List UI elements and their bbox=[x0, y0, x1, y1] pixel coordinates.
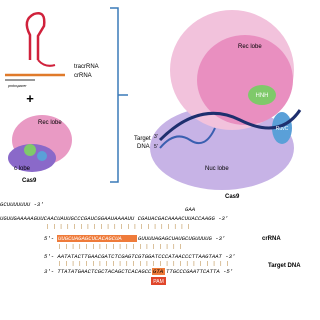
tracr-seq: UGUUGAAAAAGUUCAACUAUUGCCCGAUCGGAAUAAAAUU… bbox=[0, 215, 228, 222]
loop: GAA bbox=[185, 206, 196, 213]
target-label: Target bbox=[134, 136, 151, 142]
spacer-seq: UUGCUAGAGCUCACAGCUA bbox=[58, 235, 122, 242]
plus-sign: + bbox=[26, 91, 34, 106]
five-prime: 5' bbox=[154, 144, 158, 150]
pam-box bbox=[151, 277, 166, 285]
spacer-box bbox=[57, 235, 137, 242]
cas9-large-label: Cas9 bbox=[225, 194, 240, 200]
ruvc-large bbox=[272, 112, 292, 144]
rec-lobe-label: Rec lobe bbox=[38, 120, 62, 126]
ruvc-label: RuvC bbox=[276, 126, 289, 132]
tracrrna-tail bbox=[37, 59, 56, 67]
target-dna-strand bbox=[158, 109, 302, 142]
hnh-large bbox=[248, 85, 276, 105]
pam-label: PAM bbox=[153, 279, 163, 285]
protospacer-label: protospacer bbox=[7, 84, 27, 88]
nuc-lobe-label: c lobe bbox=[14, 166, 31, 172]
bracket bbox=[110, 7, 128, 183]
cr-rest: GUUUUAGAGCUAUGCUGUUUUG -3' bbox=[138, 235, 225, 242]
tracrrna-hairpin bbox=[25, 12, 46, 60]
dna-pairing-marks: | | | | | | | | | | | | | | | | | | | | … bbox=[58, 260, 229, 267]
target-dna-seq-label: Target DNA bbox=[268, 263, 301, 269]
rec-lobe-large-label: Rec lobe bbox=[238, 44, 262, 50]
crrna-seq-label: crRNA bbox=[262, 236, 281, 242]
hnh-shape bbox=[24, 144, 36, 156]
dna-bottom-rest: TTGCCCGAATTCATTA -5' bbox=[166, 268, 233, 275]
three-prime: 3' bbox=[154, 134, 158, 140]
cr-start: 5'- bbox=[44, 235, 54, 242]
target-pairing-marks: | | | | | | | | | | | | | | | | | | | bbox=[58, 243, 182, 250]
tracr-end: GCUUUUUUU -3' bbox=[0, 201, 44, 208]
tracrrna-label: tracrRNA bbox=[74, 64, 99, 70]
nuc-lobe-large-label: Nuc lobe bbox=[205, 166, 229, 172]
ruvc-shape bbox=[37, 151, 47, 161]
dna-bottom-start: 3'- TTATATGAACTCGCTACAGCTCACAGCC bbox=[44, 268, 152, 275]
dna-label: DNA bbox=[137, 144, 150, 150]
pam-seq-box bbox=[152, 268, 165, 275]
crrna-label: crRNA bbox=[74, 73, 92, 79]
hnh-label: HNH bbox=[256, 93, 269, 99]
pairing-marks: | | | | | | | | | | | | | | | | | | | | … bbox=[46, 223, 190, 230]
dna-top: 5'- AATATACTTGAACGATCTCGAGTCGTGGATCCCATA… bbox=[44, 253, 235, 260]
target-dna-helix bbox=[159, 127, 216, 149]
nuc-lobe-shape bbox=[8, 144, 56, 172]
pam-seq: GTA bbox=[153, 268, 164, 275]
cas9-label: Cas9 bbox=[22, 178, 37, 184]
